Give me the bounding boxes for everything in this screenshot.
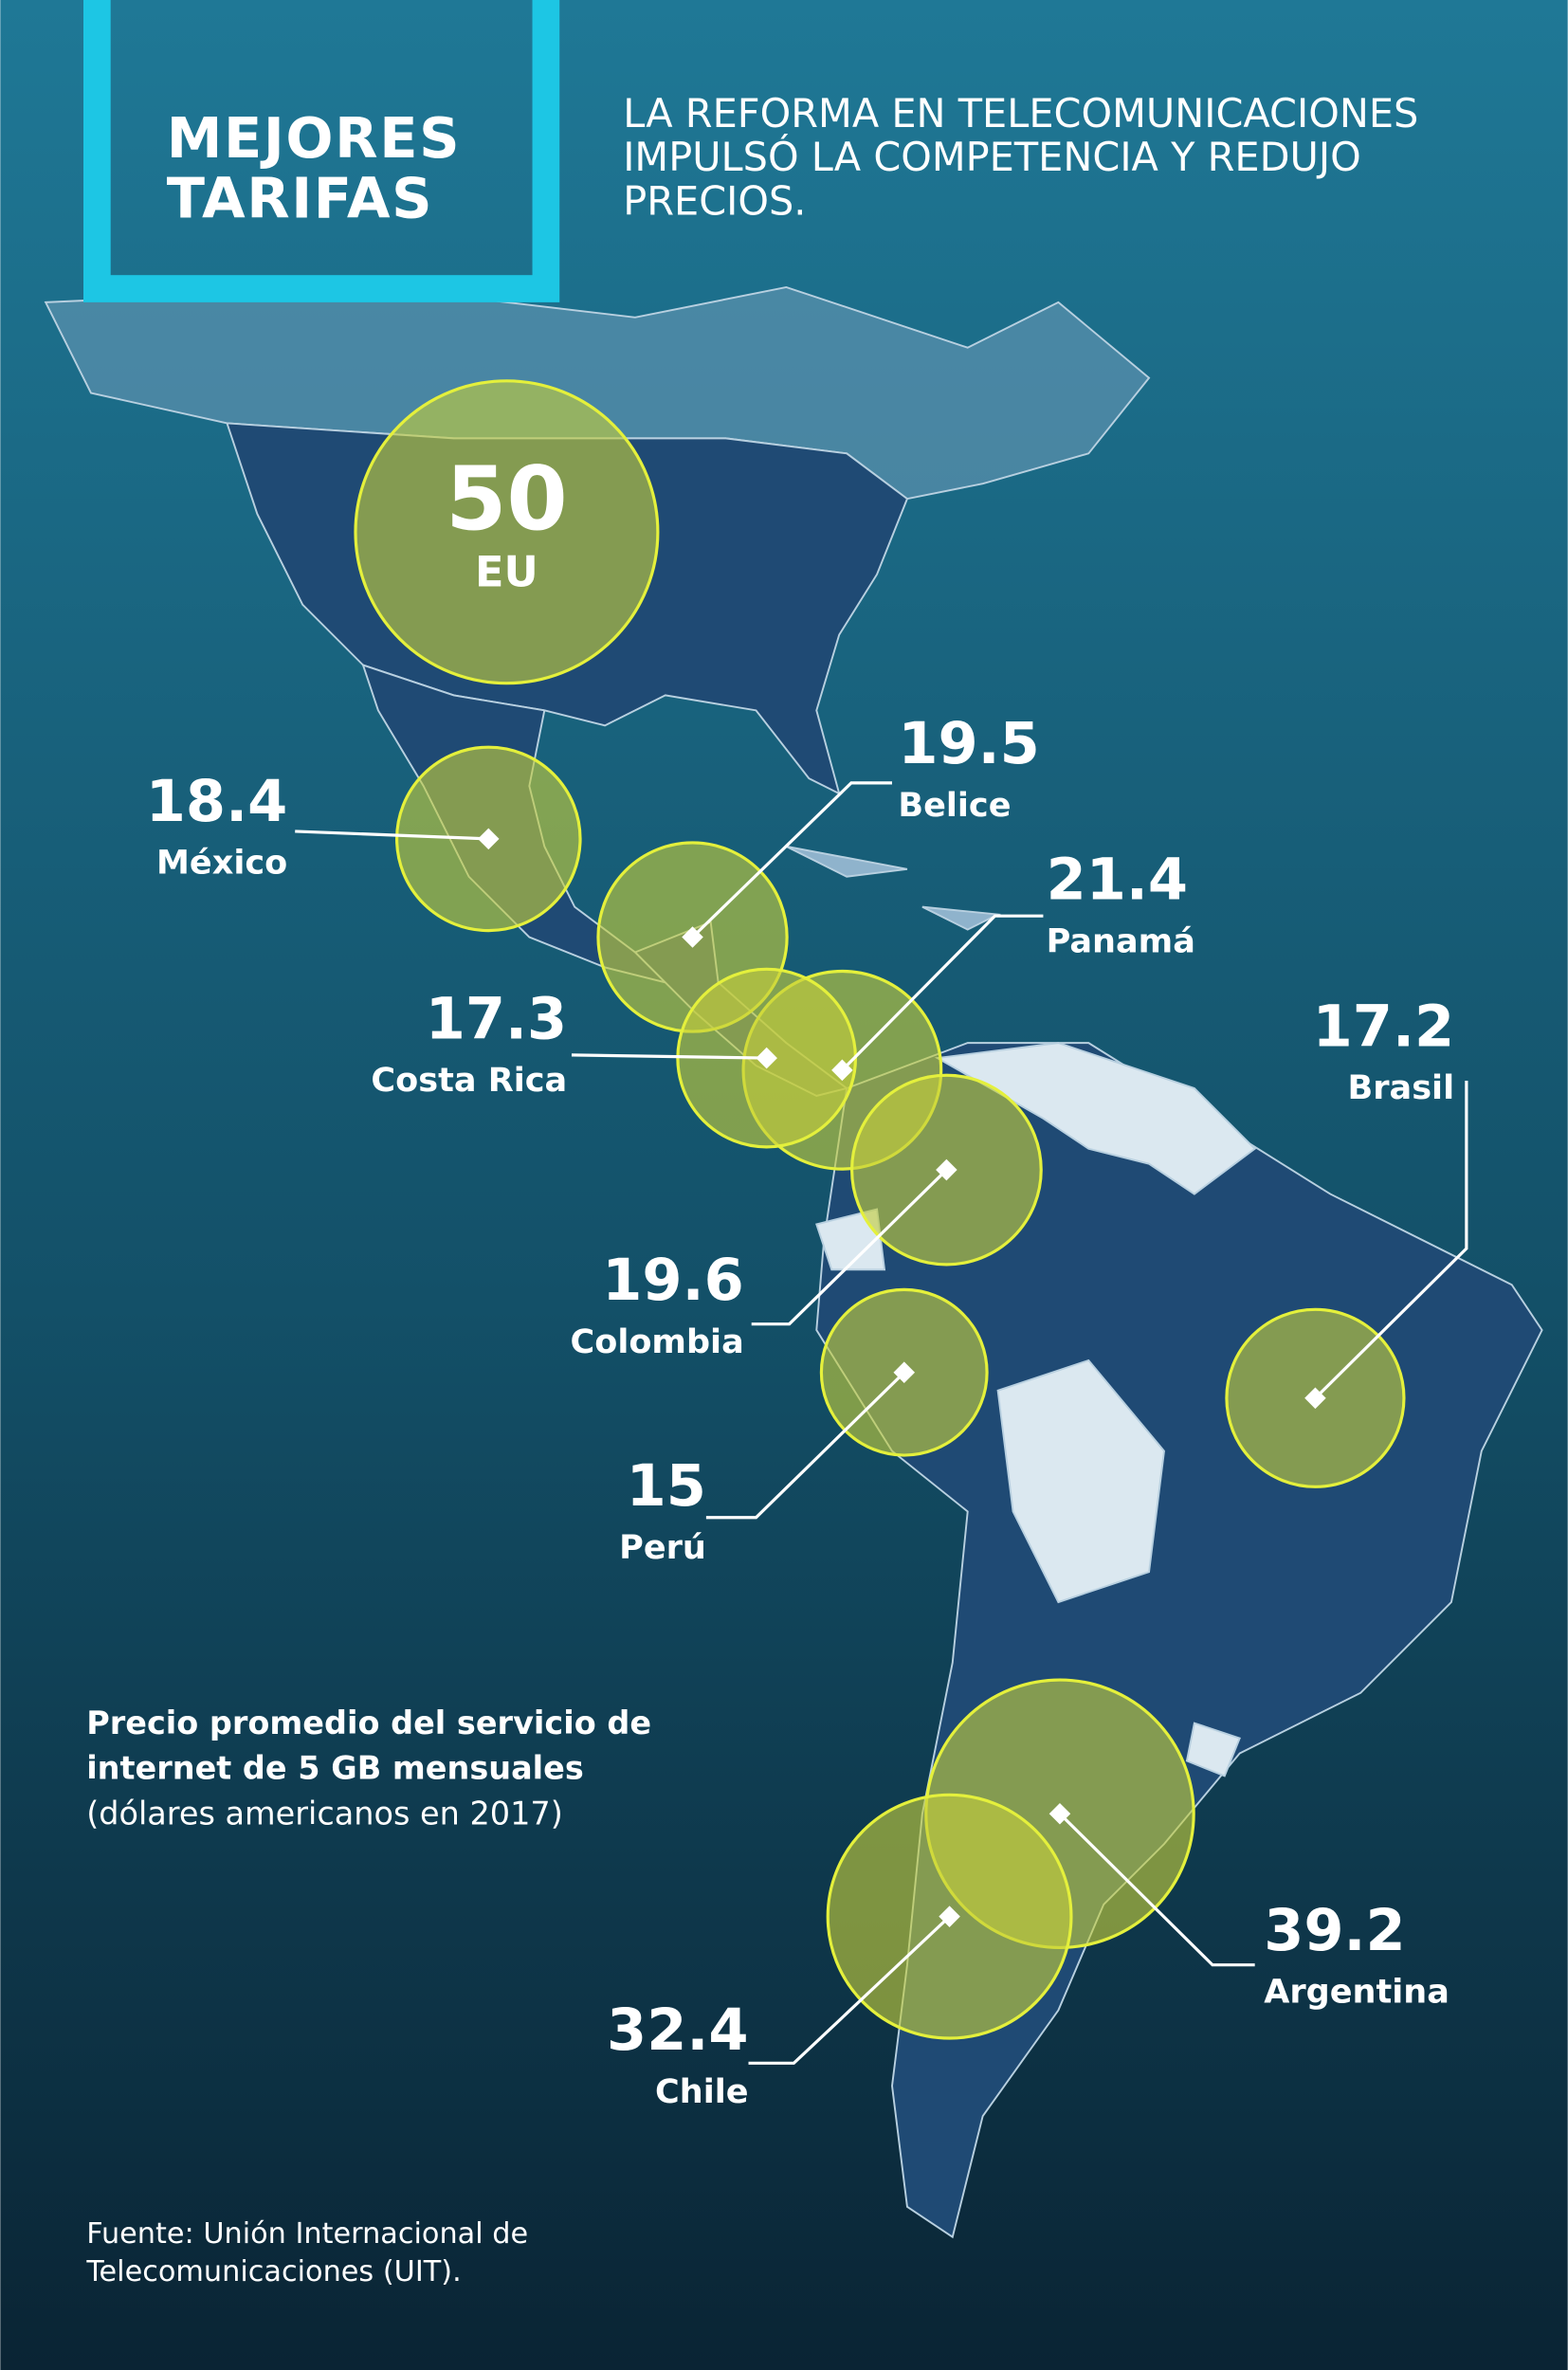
value-label: 17.2	[1313, 994, 1454, 1060]
leader-line	[751, 1168, 948, 1326]
leader-line	[748, 1915, 951, 2065]
unit: (dólares americanos en 2017)	[86, 1796, 563, 1832]
value-label: 19.6	[602, 1248, 743, 1314]
leader-line	[705, 1371, 905, 1520]
country-label: Argentina	[1264, 1973, 1449, 2012]
subtitle-box: LA REFORMA EN TELECOMUNICACIONES IMPULSÓ…	[623, 93, 1419, 226]
country-label: México	[156, 844, 287, 883]
title-frame	[83, 0, 560, 302]
leader-dot	[936, 1158, 957, 1181]
value-label: 15	[627, 1453, 706, 1520]
caribbean	[785, 845, 1001, 931]
venezuela-ecuador-bolivia	[815, 1042, 1257, 1778]
leader-dot	[831, 1059, 853, 1082]
country-label: Colombia	[570, 1322, 743, 1361]
country-label: Brasil	[1348, 1068, 1455, 1107]
value-label: 50	[446, 447, 568, 550]
subtitle: LA REFORMA EN TELECOMUNICACIONES IMPULSÓ…	[623, 93, 1419, 226]
caption-box: Precio promedio del servicio de internet…	[86, 1701, 721, 1836]
country-label: Costa Rica	[371, 1061, 567, 1100]
leader-dot	[1304, 1387, 1326, 1410]
bubble	[354, 379, 660, 685]
value-label: 39.2	[1264, 1898, 1405, 1964]
caption-block: Precio promedio del servicio de internet…	[86, 1701, 721, 1836]
value-label: 19.5	[898, 711, 1039, 777]
leader-dot	[893, 1361, 916, 1383]
title: MEJORES TARIFAS	[166, 108, 462, 231]
leader-dot	[682, 926, 703, 948]
leader-dot	[939, 1905, 960, 1927]
country-label: EU	[475, 548, 538, 597]
country-label: Panamá	[1047, 921, 1195, 960]
leader-line	[1058, 1813, 1255, 1967]
leader-dot	[478, 828, 500, 850]
value-label: 21.4	[1047, 848, 1188, 914]
country-label: Chile	[655, 2072, 749, 2111]
caption: Precio promedio del servicio de internet…	[86, 1705, 652, 1787]
value-label: 32.4	[607, 1997, 748, 2064]
country-label: Belice	[898, 786, 1011, 825]
source: Fuente: Unión Internacional de Telecomun…	[86, 2216, 529, 2288]
value-label: 17.3	[426, 986, 567, 1052]
source-box: Fuente: Unión Internacional de Telecomun…	[86, 2216, 529, 2288]
leader-line	[1314, 1080, 1468, 1399]
value-label: 18.4	[146, 769, 287, 835]
leader-dot	[1048, 1802, 1071, 1825]
title-box: MEJORES TARIFAS	[166, 108, 462, 231]
leader-line	[571, 1053, 767, 1060]
leader-line	[691, 781, 892, 939]
leader-line	[295, 830, 489, 841]
country-label: Perú	[619, 1528, 706, 1567]
leader-line	[841, 914, 1044, 1071]
